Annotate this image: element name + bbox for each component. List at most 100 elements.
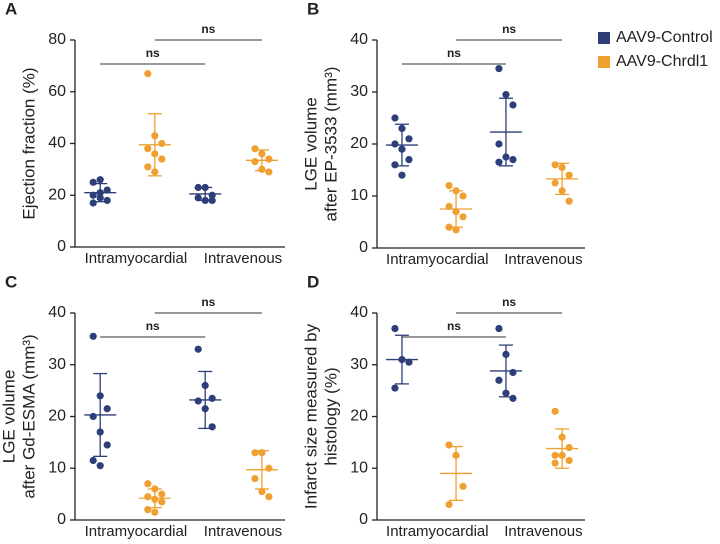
data-point <box>96 176 104 184</box>
data-point <box>265 168 273 176</box>
significance-label: ns <box>447 46 461 60</box>
data-point <box>509 101 517 109</box>
data-point <box>459 482 467 490</box>
y-tick-label: 60 <box>48 83 66 100</box>
data-point <box>405 358 413 366</box>
data-point <box>459 213 467 221</box>
data-point <box>565 443 573 452</box>
legend-swatch <box>598 32 610 44</box>
data-point <box>208 394 216 402</box>
data-point <box>194 183 202 192</box>
data-point <box>144 145 152 153</box>
data-point <box>459 192 467 200</box>
data-point <box>445 441 453 449</box>
x-tick-label: Intravenous <box>204 523 282 540</box>
y-tick-label: 40 <box>48 304 66 321</box>
y-axis-label: after Gd-ESMA (mm³) <box>19 334 38 498</box>
data-point <box>445 500 453 509</box>
data-point <box>565 456 573 465</box>
data-point <box>551 451 559 459</box>
y-axis-label: LGE volume <box>0 370 18 464</box>
data-point <box>103 196 111 205</box>
x-tick-label: Intramyocardial <box>386 251 489 268</box>
data-point <box>495 324 503 333</box>
data-point <box>89 178 97 186</box>
y-tick-label: 10 <box>350 459 368 476</box>
y-tick-label: 0 <box>359 511 368 528</box>
data-point <box>551 161 559 169</box>
data-point <box>391 161 399 169</box>
y-tick-label: 20 <box>48 186 66 203</box>
significance-label: ns <box>502 22 516 36</box>
data-point <box>452 226 460 234</box>
data-point <box>258 487 266 496</box>
legend-label: AAV9-Control <box>616 29 713 46</box>
y-axis-label: histology (%) <box>321 367 340 465</box>
significance-label: ns <box>447 319 461 333</box>
data-point <box>405 135 413 143</box>
x-tick-label: Intravenous <box>204 250 282 267</box>
data-point <box>194 397 202 405</box>
data-point <box>96 462 104 470</box>
significance-label: ns <box>502 295 516 309</box>
y-tick-label: 30 <box>48 356 66 373</box>
legend-label: AAV9-Chrdl1 <box>616 53 708 70</box>
data-point <box>565 171 573 179</box>
data-point <box>194 345 202 353</box>
y-axis-label: LGE volume <box>301 97 320 191</box>
data-point <box>391 114 399 122</box>
data-point <box>144 70 152 78</box>
data-point <box>144 493 152 501</box>
x-tick-label: Intramyocardial <box>85 523 188 540</box>
data-point <box>391 324 399 333</box>
y-tick-label: 0 <box>57 238 66 255</box>
y-tick-label: 20 <box>350 408 368 425</box>
data-point <box>391 384 399 392</box>
data-point <box>265 155 273 163</box>
x-tick-label: Intravenous <box>504 523 582 540</box>
data-point <box>103 441 111 449</box>
data-point <box>509 394 517 402</box>
y-tick-label: 30 <box>350 356 368 373</box>
data-point <box>103 405 111 413</box>
data-point <box>194 194 202 202</box>
data-point <box>151 508 159 516</box>
x-tick-label: Intravenous <box>504 251 582 268</box>
y-tick-label: 0 <box>359 239 368 256</box>
data-point <box>495 376 503 384</box>
y-tick-label: 40 <box>350 304 368 321</box>
data-point <box>565 197 573 205</box>
data-point <box>551 179 559 187</box>
data-point <box>495 65 503 73</box>
data-point <box>551 459 559 467</box>
significance-label: ns <box>146 46 160 60</box>
y-tick-label: 30 <box>350 83 368 100</box>
y-tick-label: 40 <box>350 31 368 48</box>
data-point <box>391 140 399 148</box>
data-point <box>265 493 273 501</box>
data-point <box>89 412 97 421</box>
y-tick-label: 20 <box>48 408 66 425</box>
x-tick-label: Intramyocardial <box>85 250 188 267</box>
data-point <box>398 171 406 179</box>
y-tick-label: 40 <box>48 135 66 152</box>
panel-label: D <box>307 272 319 291</box>
y-tick-label: 0 <box>57 511 66 528</box>
significance-label: ns <box>201 295 215 309</box>
y-axis-label: Infarct size measured by <box>301 323 320 509</box>
data-point <box>208 423 216 431</box>
data-point <box>89 332 97 340</box>
data-point <box>509 156 517 164</box>
data-point <box>144 163 152 171</box>
data-point <box>405 156 413 164</box>
data-point <box>251 475 259 483</box>
y-axis-label: after EP-3533 (mm³) <box>321 67 340 222</box>
data-point <box>509 368 517 377</box>
data-point <box>158 498 166 506</box>
data-point <box>502 91 510 99</box>
data-point <box>158 155 166 163</box>
data-point <box>265 464 273 472</box>
y-axis-label: Ejection fraction (%) <box>19 67 38 219</box>
x-tick-label: Intramyocardial <box>386 523 489 540</box>
